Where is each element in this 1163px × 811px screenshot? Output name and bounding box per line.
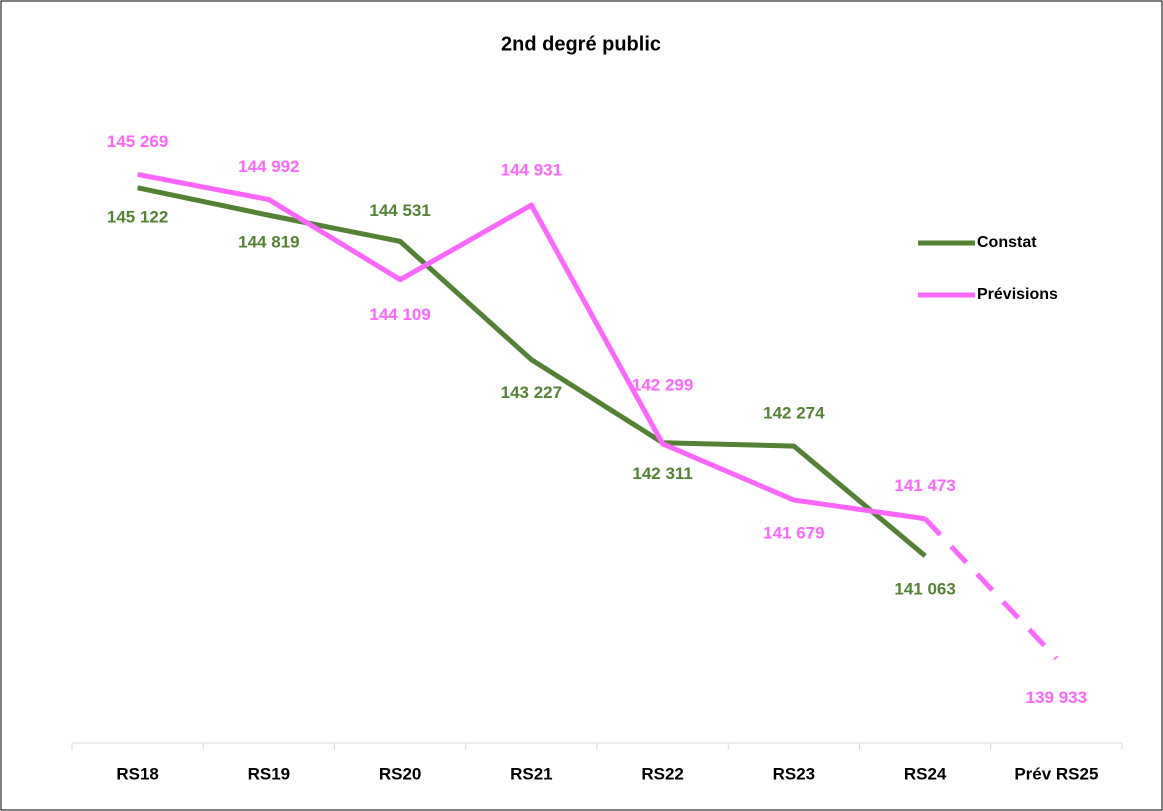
data-label: 144 819: [238, 233, 299, 252]
series-line: [137, 185, 927, 558]
legend-label: Prévisions: [977, 286, 1058, 303]
x-tick-label: RS18: [116, 764, 159, 783]
x-tick-label: RS23: [773, 764, 816, 783]
x-tick-label: RS22: [641, 764, 684, 783]
data-label: 143 227: [501, 383, 562, 402]
chart-title: 2nd degré public: [501, 33, 661, 55]
legend-label: Constat: [977, 234, 1037, 251]
data-label: 144 531: [369, 201, 430, 220]
data-label: 145 269: [107, 132, 168, 151]
data-label: 142 311: [632, 464, 693, 483]
x-tick-label: RS19: [248, 764, 291, 783]
data-label: 145 122: [107, 207, 168, 226]
data-label: 141 473: [894, 476, 955, 495]
data-label: 144 109: [369, 305, 430, 324]
x-tick-label: Prév RS25: [1014, 764, 1098, 783]
data-label: 144 931: [501, 161, 562, 180]
data-label: 141 063: [894, 579, 955, 598]
data-label: 142 274: [763, 404, 825, 423]
data-label: 144 992: [238, 157, 299, 176]
series-line: [137, 171, 926, 522]
x-tick-label: RS20: [379, 764, 422, 783]
data-label: 142 299: [632, 375, 693, 394]
data-label: 139 933: [1026, 688, 1087, 707]
x-tick-label: RS21: [510, 764, 553, 783]
series-line-dashed: [923, 517, 1059, 661]
data-label: 141 679: [763, 524, 824, 543]
x-tick-label: RS24: [904, 764, 947, 783]
